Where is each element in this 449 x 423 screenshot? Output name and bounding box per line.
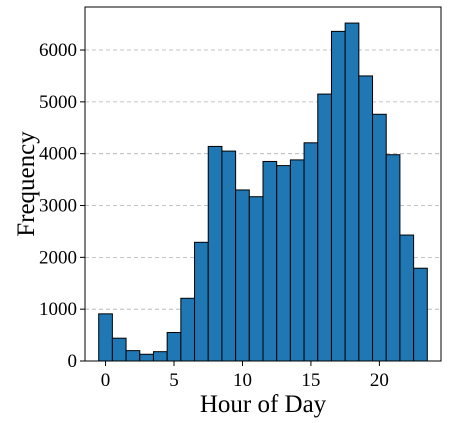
y-tick-label: 0 xyxy=(68,351,78,372)
x-tick-label: 0 xyxy=(101,370,111,391)
histogram-bar xyxy=(111,337,127,362)
histogram-bar xyxy=(289,159,305,362)
histogram-bar xyxy=(180,297,196,362)
x-axis-title: Hour of Day xyxy=(200,391,327,418)
histogram-bar xyxy=(330,30,346,362)
y-tick-label: 4000 xyxy=(39,144,77,165)
x-tick-label: 20 xyxy=(370,370,389,391)
histogram-bar xyxy=(262,160,278,362)
y-tick-label: 6000 xyxy=(39,40,77,61)
y-tick-label: 1000 xyxy=(39,299,77,320)
x-tick-label: 15 xyxy=(301,370,320,391)
histogram-bar xyxy=(221,150,237,362)
histogram-bar xyxy=(139,353,154,362)
histogram-bar xyxy=(98,313,113,362)
x-axis-ticks: 0 5 10 15 20 xyxy=(101,361,389,391)
bars xyxy=(98,22,428,362)
y-tick-label: 2000 xyxy=(39,247,77,268)
histogram-bar xyxy=(166,331,182,362)
histogram-bar xyxy=(248,196,264,362)
histogram-bar xyxy=(344,22,360,362)
x-tick-label: 10 xyxy=(233,370,252,391)
y-tick-label: 5000 xyxy=(39,92,77,113)
x-tick-label: 5 xyxy=(169,370,179,391)
histogram-bar xyxy=(399,234,415,362)
histogram-bar xyxy=(194,241,209,362)
y-tick-label: 3000 xyxy=(39,196,77,217)
histogram-bar xyxy=(303,142,319,362)
plot-frame xyxy=(84,6,442,362)
y-axis-title: Frequency xyxy=(13,131,40,237)
histogram-bar xyxy=(235,189,250,362)
histogram-bar xyxy=(372,113,387,362)
histogram-bar xyxy=(317,93,332,362)
y-axis-ticks: 0 1000 2000 3000 4000 5000 6000 xyxy=(39,40,85,372)
histogram-bar xyxy=(413,267,428,362)
histogram-bar xyxy=(276,165,291,362)
histogram-bar xyxy=(152,351,168,362)
histogram-bar xyxy=(125,350,141,362)
histogram-bar xyxy=(358,75,374,362)
histogram-bar xyxy=(207,145,223,362)
histogram-bar xyxy=(385,154,401,362)
